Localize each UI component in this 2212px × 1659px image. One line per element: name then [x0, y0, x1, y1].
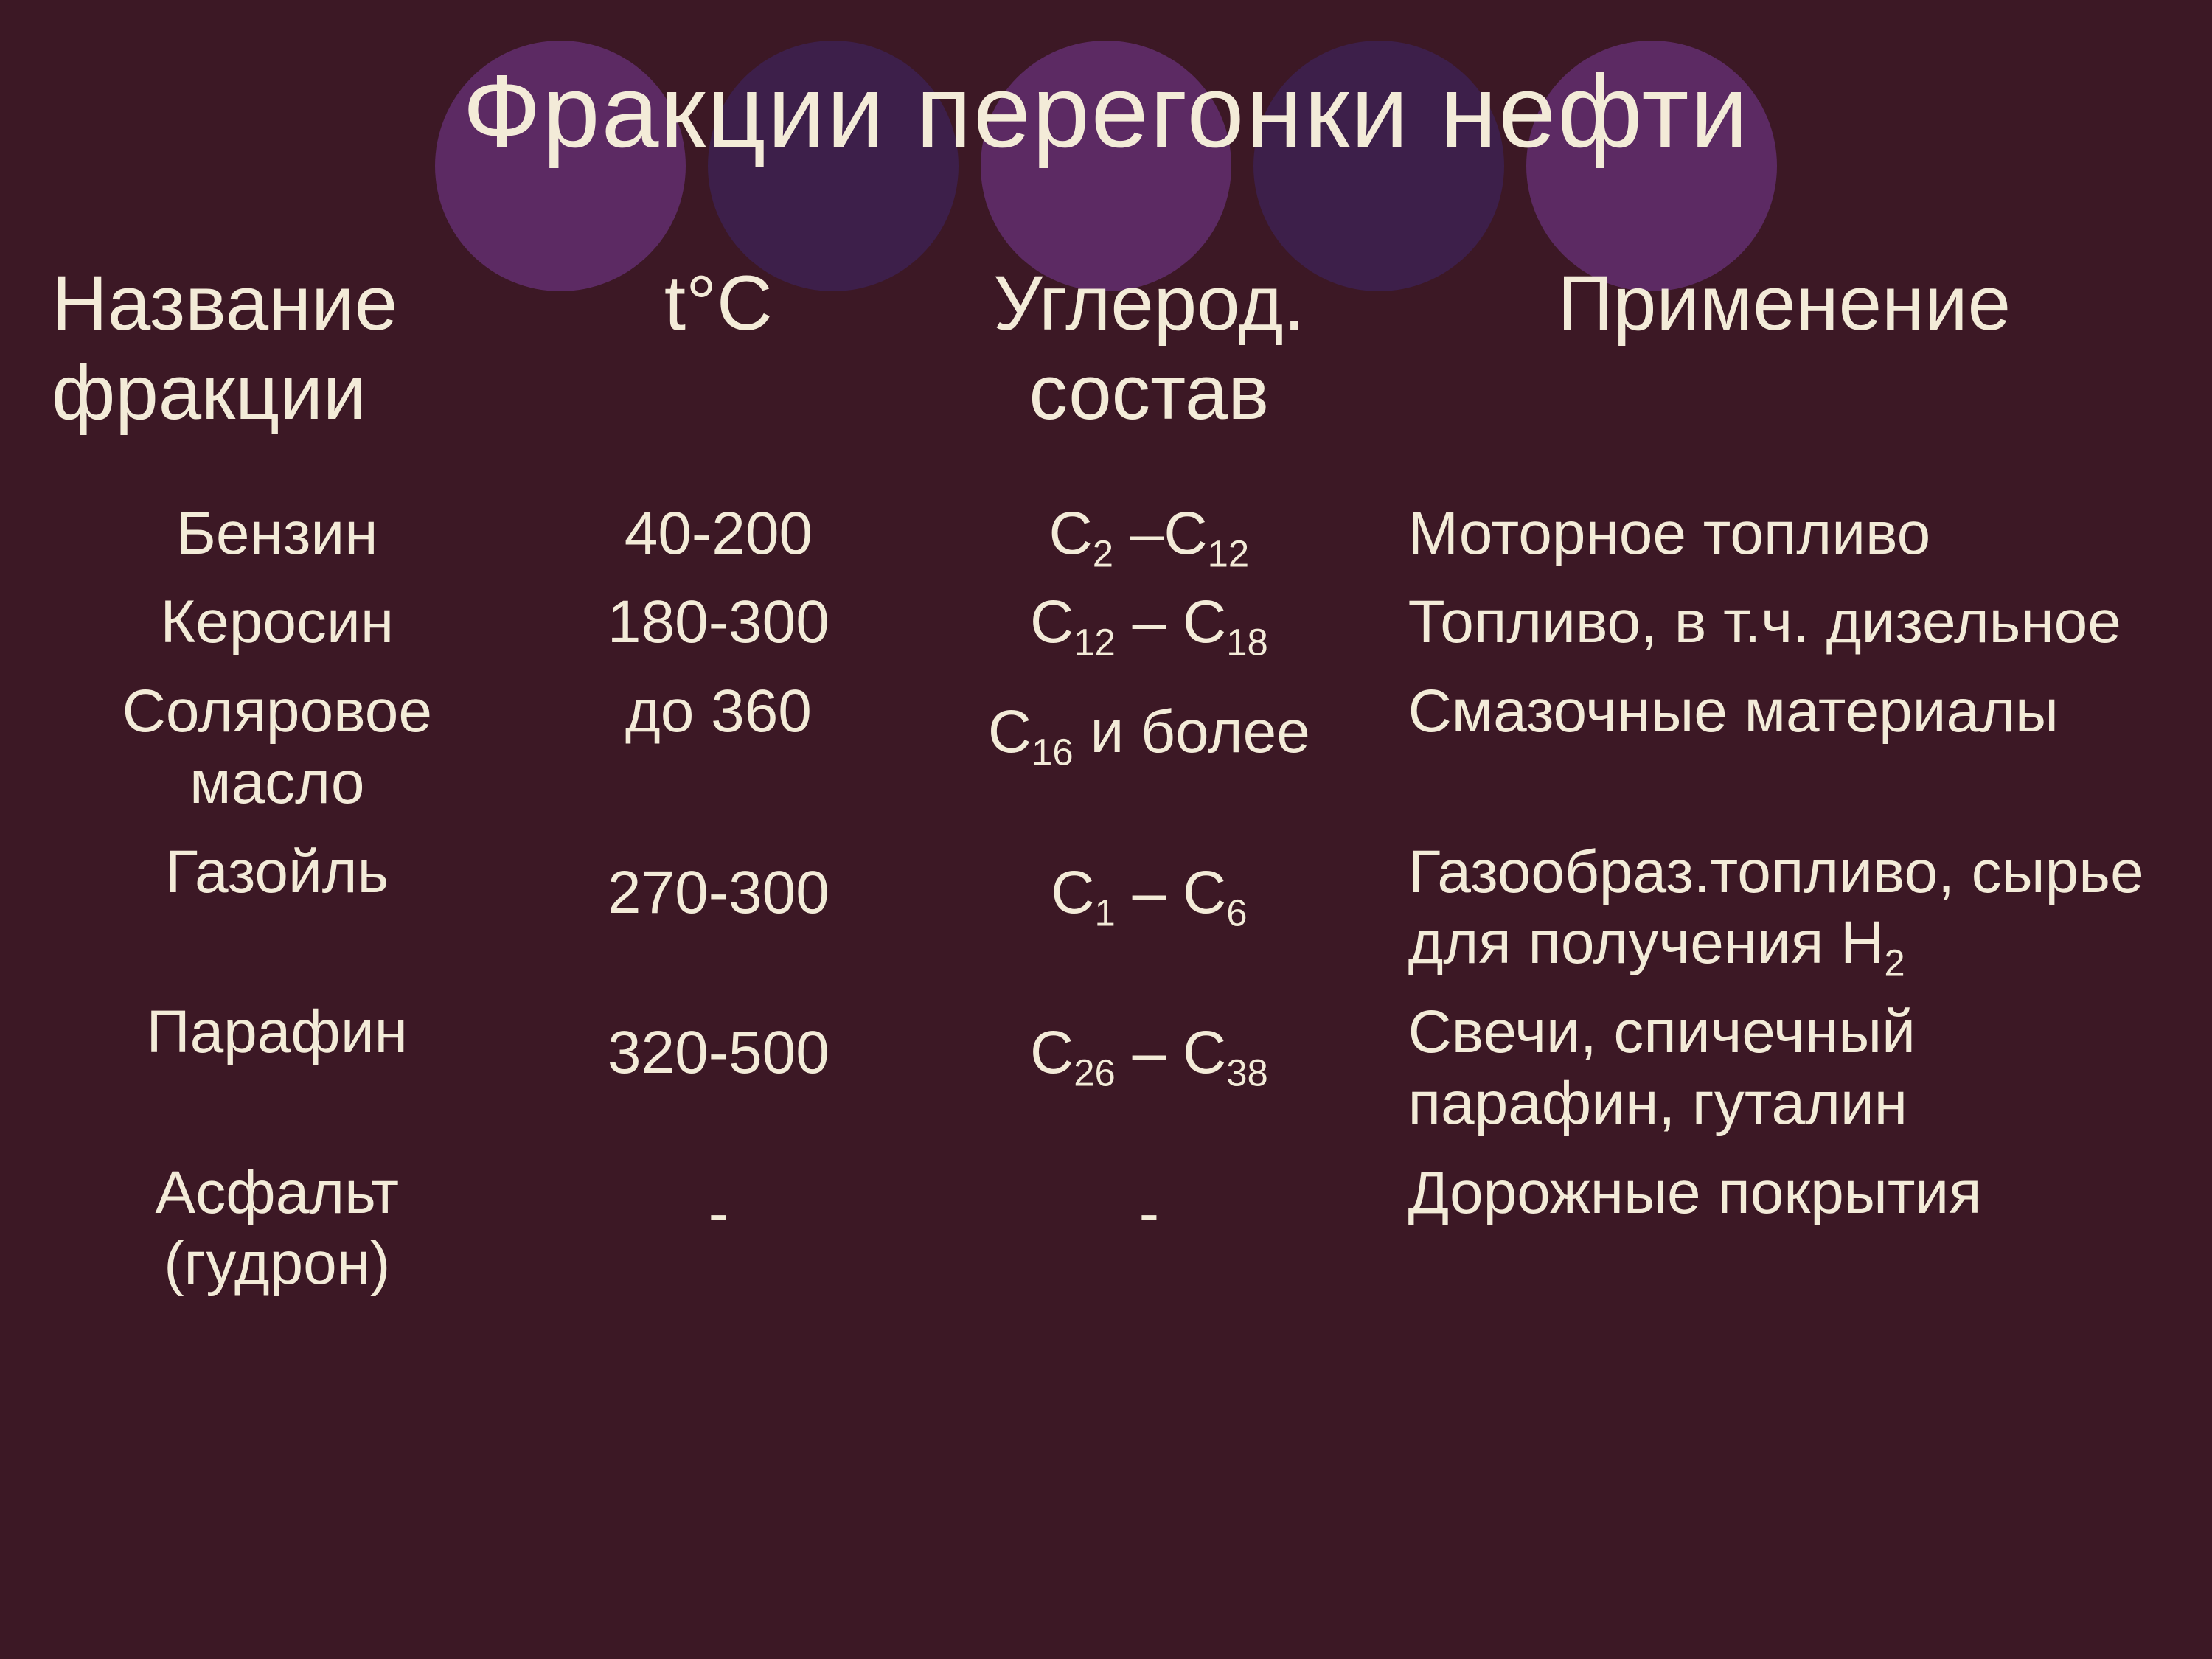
cell-name: Газойль — [29, 828, 525, 989]
table-row: Соляровое масло до 360 C16 и более Смазо… — [29, 667, 2183, 828]
cell-name: Парафин — [29, 988, 525, 1149]
cell-temp: 270-300 — [525, 828, 913, 989]
cell-app: Свечи, спичечный парафин, гуталин — [1386, 988, 2183, 1149]
cell-app: Дорожные покрытия — [1386, 1149, 2183, 1310]
cell-temp: до 360 — [525, 667, 913, 828]
slide-title: Фракции перегонки нефти — [29, 52, 2183, 171]
cell-carbon: C12 – C18 — [912, 578, 1385, 667]
col-header-temp: t°C — [525, 260, 913, 490]
cell-name: Бензин — [29, 490, 525, 579]
cell-name: Соляровое масло — [29, 667, 525, 828]
cell-temp: 180-300 — [525, 578, 913, 667]
cell-app: Смазочные материалы — [1386, 667, 2183, 828]
cell-temp: 40-200 — [525, 490, 913, 579]
cell-carbon: C16 и более — [912, 667, 1385, 828]
table-row: Парафин 320-500 C26 – C38 Свечи, спичечн… — [29, 988, 2183, 1149]
table-row: Керосин 180-300 C12 – C18 Топливо, в т.ч… — [29, 578, 2183, 667]
table-row: Газойль 270-300 C1 – C6 Газообраз.топлив… — [29, 828, 2183, 989]
cell-name: Асфальт (гудрон) — [29, 1149, 525, 1310]
cell-carbon: - — [912, 1149, 1385, 1310]
table-header-row: Название фракции t°C Углерод. состав При… — [29, 260, 2183, 490]
cell-carbon: C26 – C38 — [912, 988, 1385, 1149]
cell-app: Моторное топливо — [1386, 490, 2183, 579]
cell-app: Газообраз.топливо, сырье для получения H… — [1386, 828, 2183, 989]
col-header-name: Название фракции — [29, 260, 525, 490]
cell-temp: - — [525, 1149, 913, 1310]
cell-temp: 320-500 — [525, 988, 913, 1149]
cell-carbon: C2 –C12 — [912, 490, 1385, 579]
cell-app: Топливо, в т.ч. дизельное — [1386, 578, 2183, 667]
col-header-app: Применение — [1386, 260, 2183, 490]
table-row: Бензин 40-200 C2 –C12 Моторное топливо — [29, 490, 2183, 579]
fractions-table: Название фракции t°C Углерод. состав При… — [29, 260, 2183, 1309]
cell-name: Керосин — [29, 578, 525, 667]
slide-content: Фракции перегонки нефти Название фракции… — [0, 0, 2212, 1338]
col-header-carbon: Углерод. состав — [912, 260, 1385, 490]
cell-carbon: C1 – C6 — [912, 828, 1385, 989]
table-row: Асфальт (гудрон) - - Дорожные покрытия — [29, 1149, 2183, 1310]
table-body: Бензин 40-200 C2 –C12 Моторное топливо К… — [29, 490, 2183, 1310]
